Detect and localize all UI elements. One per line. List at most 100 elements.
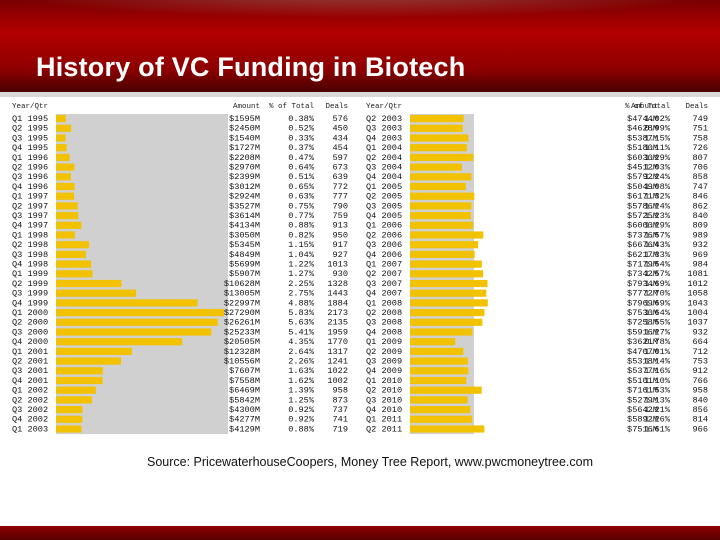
deals-label: 758 [693,133,708,143]
quarter-label: Q2 1998 [12,240,48,250]
percent-label: 1.02% [644,114,671,124]
quarter-label: Q3 1997 [12,211,48,221]
percent-label: 1.23% [644,211,671,221]
amount-label: $7772M [627,289,658,299]
quarter-label: Q1 2007 [366,260,402,270]
funding-bar [56,221,82,229]
funding-bar [410,328,473,336]
amount-label: $7376M [627,230,658,240]
deals-label: 719 [333,424,348,434]
deals-label: 790 [333,201,348,211]
funding-bar [410,415,473,423]
funding-bar [56,124,72,132]
amount-label: $4744M [627,114,658,124]
amount-label: $4277M [229,415,260,425]
amount-label: $6030M [627,153,658,163]
quarter-label: Q2 2009 [366,347,402,357]
amount-label: $6217M [627,250,658,260]
percent-label: 1.43% [644,240,671,250]
amount-label: $7258M [627,318,658,328]
quarter-label: Q2 2000 [12,318,48,328]
quarter-label: Q4 2000 [12,337,48,347]
deals-label: 772 [333,182,348,192]
amount-label: $5279M [627,395,658,405]
quarter-label: Q3 2005 [366,201,402,211]
deals-label: 1959 [327,327,348,337]
amount-label: $5916M [627,327,658,337]
amount-label: $5387M [627,133,658,143]
quarter-label: Q1 1995 [12,114,48,124]
deals-label: 751 [693,124,708,134]
amount-label: $2450M [229,124,260,134]
funding-bar [410,309,485,317]
deals-label: 840 [693,211,708,221]
percent-label: 5.41% [288,327,315,337]
percent-label: 1.24% [644,201,671,211]
deals-label: 639 [333,172,348,182]
slide-title: History of VC Funding in Biotech [36,52,466,82]
percent-label: 1.70% [644,289,671,299]
amount-label: $6676M [627,240,658,250]
quarter-label: Q4 1995 [12,143,48,153]
funding-bar [56,260,92,268]
quarter-label: Q3 2002 [12,405,48,415]
deals-label: 706 [693,163,708,173]
column-header: Year/Qtr [12,103,48,111]
deals-label: 1043 [687,298,708,308]
quarter-label: Q2 2007 [366,269,402,279]
deals-label: 1022 [327,366,348,376]
funding-bar [56,144,67,152]
quarter-label: Q4 2010 [366,405,402,415]
funding-bar [410,357,468,365]
amount-label: $4849M [229,250,260,260]
quarter-label: Q1 2000 [12,308,48,318]
percent-label: 1.62% [288,376,315,386]
funding-bar [410,386,482,394]
percent-label: 1.24% [644,172,671,182]
funding-bar [410,144,467,152]
amount-label: $7161M [627,386,658,396]
quarter-label: Q1 1996 [12,153,48,163]
amount-label: $13005M [224,289,260,299]
amount-label: $7516M [627,424,658,434]
deals-label: 664 [693,337,708,347]
amount-label: $5101M [627,376,658,386]
quarter-label: Q4 2005 [366,211,402,221]
quarter-label: Q4 1999 [12,298,48,308]
deals-label: 958 [693,386,708,396]
percent-label: 0.63% [288,192,315,202]
percent-label: 1.54% [644,260,671,270]
amount-label: $7558M [229,376,260,386]
quarter-label: Q2 2001 [12,357,48,367]
percent-label: 2.25% [288,279,315,289]
percent-label: 0.77% [288,211,315,221]
amount-label: $5699M [229,260,260,270]
percent-label: 0.52% [288,124,315,134]
deals-label: 1004 [687,308,708,318]
quarter-label: Q2 1997 [12,201,48,211]
column-header: Deals [325,103,348,111]
quarter-label: Q2 1999 [12,279,48,289]
column-header: Year/Qtr [366,103,402,111]
percent-label: 0.92% [288,405,315,415]
percent-label: 4.35% [288,337,315,347]
amount-label: $1727M [229,143,260,153]
amount-label: $7934M [627,279,658,289]
quarter-label: Q4 2004 [366,172,402,182]
funding-bar [410,212,471,220]
percent-label: 0.51% [288,172,315,182]
amount-label: $4300M [229,405,260,415]
deals-label: 858 [693,172,708,182]
percent-label: 0.75% [288,201,315,211]
funding-bar [410,338,456,346]
quarter-label: Q4 2008 [366,327,402,337]
deals-label: 814 [693,415,708,425]
percent-label: 5.63% [288,318,315,328]
deals-label: 747 [693,182,708,192]
quarter-label: Q2 2005 [366,192,402,202]
deals-label: 737 [333,405,348,415]
percent-label: 1.69% [644,279,671,289]
funding-bar [410,241,479,249]
funding-bar [56,182,75,191]
